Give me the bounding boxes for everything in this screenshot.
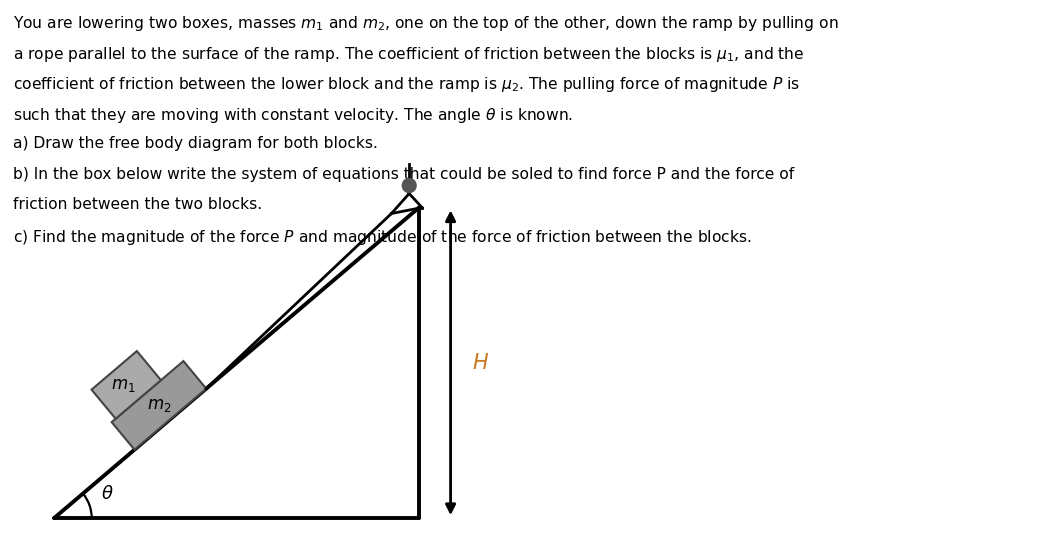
Text: coefficient of friction between the lower block and the ramp is $\mu_2$. The pul: coefficient of friction between the lowe… — [13, 75, 800, 94]
Text: $H$: $H$ — [472, 353, 489, 373]
Circle shape — [402, 178, 416, 192]
Text: $\theta$: $\theta$ — [101, 485, 113, 503]
Polygon shape — [111, 361, 207, 450]
Text: a) Draw the free body diagram for both blocks.: a) Draw the free body diagram for both b… — [13, 136, 378, 151]
Text: $m_2$: $m_2$ — [147, 396, 172, 414]
Polygon shape — [91, 351, 161, 419]
Text: You are lowering two boxes, masses $m_1$ and $m_2$, one on the top of the other,: You are lowering two boxes, masses $m_1$… — [13, 14, 839, 33]
Text: a rope parallel to the surface of the ramp. The coefficient of friction between : a rope parallel to the surface of the ra… — [13, 44, 805, 63]
Text: $m_1$: $m_1$ — [111, 376, 136, 394]
Text: c) Find the magnitude of the force $P$ and magnitude of the force of friction be: c) Find the magnitude of the force $P$ a… — [13, 227, 751, 246]
Text: friction between the two blocks.: friction between the two blocks. — [13, 197, 262, 212]
Text: b) In the box below write the system of equations that could be soled to find fo: b) In the box below write the system of … — [13, 166, 794, 181]
Text: such that they are moving with constant velocity. The angle $\theta$ is known.: such that they are moving with constant … — [13, 106, 573, 125]
